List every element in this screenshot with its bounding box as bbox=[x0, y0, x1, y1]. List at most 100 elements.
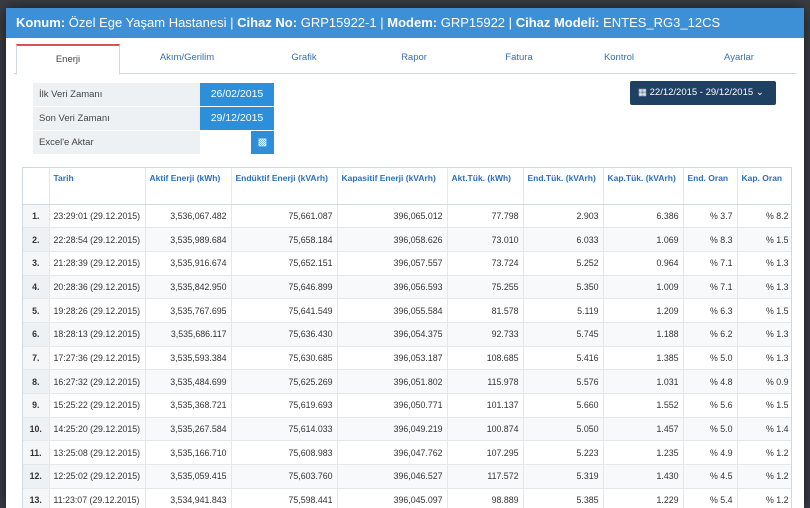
table-cell: 11:23:07 (29.12.2015) bbox=[49, 488, 146, 508]
table-cell: 117.572 bbox=[447, 464, 524, 489]
date-range-text: 22/12/2015 - 29/12/2015 bbox=[649, 87, 754, 98]
table-cell: 75,641.549 bbox=[231, 298, 338, 323]
table-row: 12. 12:25:02 (29.12.2015) 3,535,059.415 75,… bbox=[23, 464, 791, 489]
table-row: 7. 17:27:36 (29.12.2015) 3,535,593.384 75,6… bbox=[23, 346, 791, 371]
table-cell: % 8.2 bbox=[737, 204, 791, 229]
table-cell: 73.010 bbox=[447, 227, 524, 252]
row-index: 13. bbox=[23, 488, 50, 508]
date-range-button[interactable]: ▦ 22/12/2015 - 29/12/2015 ⌄ bbox=[630, 81, 776, 105]
table-cell: 396,045.097 bbox=[337, 488, 448, 508]
table-cell: % 5.0 bbox=[683, 417, 738, 442]
column-header: Aktif Enerji (kWh) bbox=[145, 168, 232, 205]
table-cell: 75,608.983 bbox=[231, 440, 338, 466]
table-cell: 22:28:54 (29.12.2015) bbox=[49, 227, 146, 252]
calendar-icon: ▦ bbox=[638, 87, 647, 98]
separator: | bbox=[230, 15, 234, 30]
table-cell: 75.255 bbox=[447, 275, 524, 300]
device-header: Konum: Özel Ege Yaşam Hastanesi | Cihaz … bbox=[6, 8, 804, 38]
table-cell: 0.964 bbox=[603, 251, 684, 276]
location-value: Özel Ege Yaşam Hastanesi bbox=[68, 15, 227, 30]
row-index: 9. bbox=[23, 393, 50, 418]
table-cell: % 1.2 bbox=[737, 488, 791, 508]
tab-akim-gerilim[interactable]: Akım/Gerilim bbox=[159, 52, 215, 63]
tab-fatura[interactable]: Fatura bbox=[505, 52, 533, 63]
column-header: Kap. Oran bbox=[737, 168, 791, 205]
device-value: GRP15922-1 bbox=[300, 15, 377, 30]
table-cell: 396,055.584 bbox=[337, 298, 448, 323]
table-cell: 75,636.430 bbox=[231, 322, 338, 347]
table-cell: 1.457 bbox=[603, 417, 684, 442]
table-row: 8. 16:27:32 (29.12.2015) 3,535,484.699 75,6… bbox=[23, 369, 791, 394]
table-cell: 75,614.033 bbox=[231, 417, 338, 442]
table-cell: 75,646.899 bbox=[231, 275, 338, 300]
chevron-down-icon: ⌄ bbox=[755, 87, 764, 98]
last-data-label: Son Veri Zamanı bbox=[33, 107, 200, 130]
table-cell: 19:28:26 (29.12.2015) bbox=[49, 298, 146, 323]
table-cell: % 1.3 bbox=[737, 322, 791, 347]
table-cell: 75,603.760 bbox=[231, 464, 338, 489]
table-cell: 6.386 bbox=[603, 204, 684, 229]
table-cell: 1.031 bbox=[603, 369, 684, 394]
table-cell: 3,535,267.584 bbox=[145, 417, 232, 442]
table-row: 2. 22:28:54 (29.12.2015) 3,535,989.684 75,6… bbox=[23, 227, 791, 252]
table-cell: 16:27:32 (29.12.2015) bbox=[49, 369, 146, 394]
excel-export-button[interactable]: ▩ bbox=[251, 131, 274, 154]
table-cell: 396,047.762 bbox=[337, 440, 448, 466]
location-key: Konum: bbox=[16, 15, 66, 30]
table-cell: 75,658.184 bbox=[231, 227, 338, 252]
table-cell: % 8.3 bbox=[683, 227, 738, 252]
table-row: 6. 18:28:13 (29.12.2015) 3,535,686.117 75,6… bbox=[23, 322, 791, 347]
tab-enerji[interactable]: Enerji bbox=[16, 44, 120, 75]
row-index: 12. bbox=[23, 464, 50, 489]
table-cell: % 4.9 bbox=[683, 440, 738, 466]
table-cell: 396,057.557 bbox=[337, 251, 448, 276]
table-row: 11. 13:25:08 (29.12.2015) 3,535,166.710 75,… bbox=[23, 440, 791, 466]
table-cell: 3,535,989.684 bbox=[145, 227, 232, 252]
table-cell: % 5.6 bbox=[683, 393, 738, 418]
energy-table: Tarih Aktif Enerji (kWh) Endüktif Enerji (… bbox=[22, 167, 792, 508]
tab-ayarlar[interactable]: Ayarlar bbox=[724, 52, 754, 63]
table-row: 5. 19:28:26 (29.12.2015) 3,535,767.695 75,6… bbox=[23, 298, 791, 323]
table-cell: % 5.4 bbox=[683, 488, 738, 508]
table-cell: 13:25:08 (29.12.2015) bbox=[49, 440, 146, 466]
table-cell: 81.578 bbox=[447, 298, 524, 323]
row-index: 6. bbox=[23, 322, 50, 347]
row-index: 1. bbox=[23, 204, 50, 229]
table-cell: 3,535,767.695 bbox=[145, 298, 232, 323]
table-cell: 75,652.151 bbox=[231, 251, 338, 276]
table-cell: 1.069 bbox=[603, 227, 684, 252]
column-header: End. Oran bbox=[683, 168, 738, 205]
table-cell: 107.295 bbox=[447, 440, 524, 466]
first-data-value: 26/02/2015 bbox=[200, 83, 274, 106]
row-index: 3. bbox=[23, 251, 50, 276]
first-data-label: İlk Veri Zamanı bbox=[33, 83, 200, 106]
table-cell: 75,625.269 bbox=[231, 369, 338, 394]
table-row: 3. 21:28:39 (29.12.2015) 3,535,916.674 75,6… bbox=[23, 251, 791, 276]
table-cell: 77.798 bbox=[447, 204, 524, 229]
tab-rapor[interactable]: Rapor bbox=[401, 52, 427, 63]
table-cell: % 6.2 bbox=[683, 322, 738, 347]
excel-export-label: Excel'e Aktar bbox=[33, 131, 200, 154]
table-cell: % 0.9 bbox=[737, 369, 791, 394]
table-row: 1. 23:29:01 (29.12.2015) 3,536,067.482 75,6… bbox=[23, 204, 791, 229]
table-cell: 396,054.375 bbox=[337, 322, 448, 347]
tab-kontrol[interactable]: Kontrol bbox=[603, 52, 635, 63]
table-cell: % 7.1 bbox=[683, 251, 738, 276]
tab-grafik[interactable]: Grafik bbox=[291, 52, 317, 63]
table-cell: 3,536,067.482 bbox=[145, 204, 232, 229]
table-cell: 92.733 bbox=[447, 322, 524, 347]
table-cell: 3,535,059.415 bbox=[145, 464, 232, 489]
table-cell: 3,535,686.117 bbox=[145, 322, 232, 347]
table-cell: % 7.1 bbox=[683, 275, 738, 300]
column-header: Akt.Tük. (kWh) bbox=[447, 168, 524, 205]
modem-value: GRP15922 bbox=[440, 15, 506, 30]
table-cell: 5.745 bbox=[523, 322, 604, 347]
table-cell: 2.903 bbox=[523, 204, 604, 229]
table-cell: 18:28:13 (29.12.2015) bbox=[49, 322, 146, 347]
table-cell: 3,535,842.950 bbox=[145, 275, 232, 300]
modem-key: Modem: bbox=[387, 15, 438, 30]
table-cell: 115.978 bbox=[447, 369, 524, 394]
column-header: Tarih bbox=[49, 168, 146, 205]
table-cell: 75,630.685 bbox=[231, 346, 338, 371]
table-cell: 3,535,368.721 bbox=[145, 393, 232, 418]
